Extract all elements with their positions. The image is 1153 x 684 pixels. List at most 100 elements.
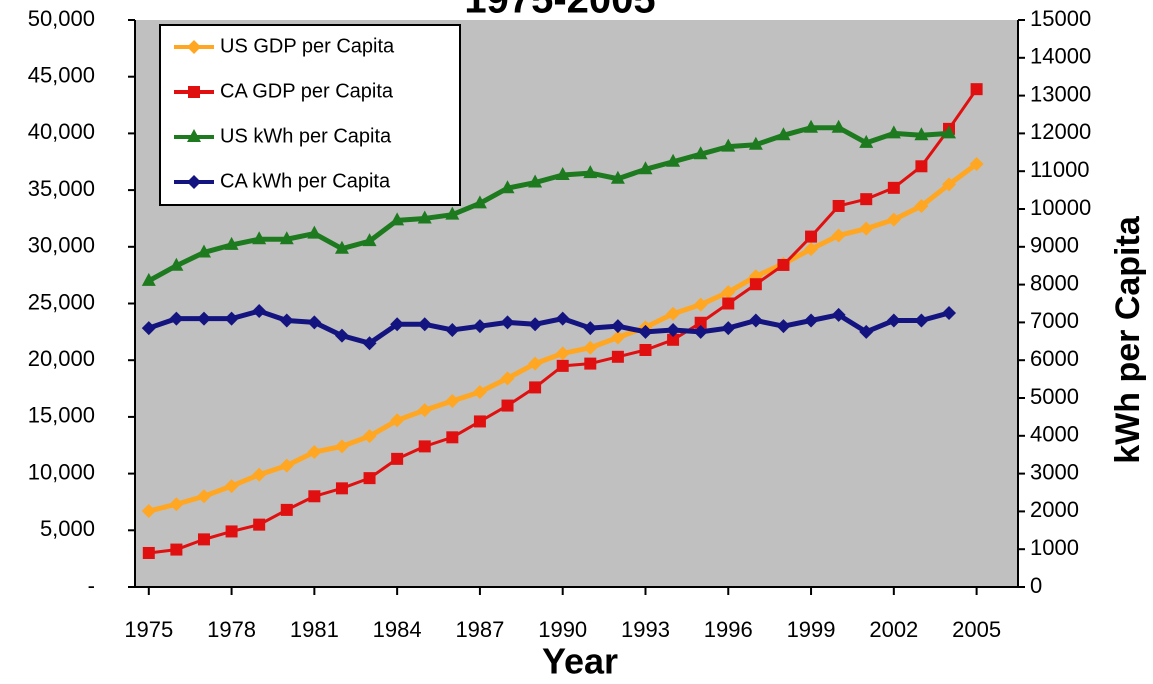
y2-tick-label: 7000	[1030, 308, 1079, 333]
y2-axis-label: kWh per Capita	[1109, 215, 1147, 464]
marker	[721, 285, 736, 300]
x-tick-label: 1999	[787, 617, 836, 642]
marker	[196, 244, 211, 258]
marker	[418, 440, 431, 453]
marker	[307, 225, 322, 239]
marker	[473, 415, 486, 428]
marker	[804, 242, 819, 257]
y2-tick-label: 0	[1030, 573, 1042, 598]
x-tick-label: 1987	[455, 617, 504, 642]
y-tick-label: 20,000	[28, 346, 95, 371]
marker	[445, 322, 460, 337]
marker	[776, 319, 791, 334]
marker	[555, 346, 570, 361]
marker	[914, 198, 929, 213]
legend-box	[159, 24, 461, 206]
marker	[886, 313, 901, 328]
y2-tick-label: 11000	[1030, 157, 1090, 182]
marker	[831, 228, 846, 243]
marker	[501, 399, 514, 412]
marker	[170, 543, 183, 556]
marker	[362, 429, 377, 444]
marker	[445, 394, 460, 409]
y2-tick-label: 4000	[1030, 422, 1079, 447]
marker	[417, 403, 432, 418]
marker	[804, 119, 819, 133]
y2-tick-label: 1000	[1030, 535, 1079, 560]
marker	[308, 490, 321, 503]
marker	[390, 413, 405, 428]
marker	[638, 324, 653, 339]
marker	[694, 316, 707, 329]
marker	[362, 233, 377, 247]
marker	[279, 458, 294, 473]
marker	[942, 305, 957, 320]
marker	[776, 127, 791, 141]
marker	[805, 230, 818, 243]
marker	[584, 357, 597, 370]
marker	[363, 472, 376, 485]
marker	[693, 297, 708, 312]
marker	[169, 311, 184, 326]
marker	[529, 381, 542, 394]
x-tick-label: 1975	[124, 617, 173, 642]
marker	[915, 160, 928, 173]
marker	[334, 328, 349, 343]
marker	[196, 489, 211, 504]
marker	[693, 324, 708, 339]
marker	[472, 195, 487, 209]
marker	[583, 321, 598, 336]
y-tick-label: -	[88, 573, 95, 598]
marker	[141, 504, 156, 519]
marker	[500, 315, 515, 330]
marker	[859, 324, 874, 339]
marker	[500, 180, 515, 194]
marker	[224, 311, 239, 326]
marker	[279, 313, 294, 328]
marker	[187, 129, 201, 142]
marker	[169, 257, 184, 271]
marker	[638, 161, 653, 175]
marker	[942, 177, 957, 192]
marker	[583, 165, 598, 179]
marker	[611, 350, 624, 363]
marker	[831, 307, 846, 322]
y2-tick-label: 5000	[1030, 384, 1079, 409]
y2-tick-label: 9000	[1030, 233, 1079, 258]
marker	[472, 384, 487, 399]
marker	[417, 317, 432, 332]
marker	[445, 206, 460, 220]
legend-label: CA kWh per Capita	[220, 170, 391, 192]
marker	[188, 86, 200, 98]
marker	[391, 452, 404, 465]
y2-tick-label: 13000	[1030, 81, 1091, 106]
marker	[390, 212, 405, 226]
marker	[500, 371, 515, 386]
y-tick-label: 30,000	[28, 233, 95, 258]
marker	[914, 313, 929, 328]
marker	[666, 153, 681, 167]
marker	[886, 125, 901, 139]
marker	[141, 272, 156, 286]
marker	[610, 330, 625, 345]
marker	[914, 127, 929, 141]
marker	[252, 304, 267, 319]
marker	[528, 174, 543, 188]
marker	[610, 319, 625, 334]
y2-tick-label: 2000	[1030, 497, 1079, 522]
y-tick-label: 40,000	[28, 119, 95, 144]
marker	[390, 317, 405, 332]
marker	[969, 157, 984, 172]
marker	[472, 319, 487, 334]
y-tick-label: 10,000	[28, 459, 95, 484]
y2-tick-label: 10000	[1030, 195, 1091, 220]
legend-label: US GDP per Capita	[220, 35, 395, 57]
marker	[279, 231, 294, 245]
marker	[225, 525, 238, 538]
marker	[252, 231, 267, 245]
y-tick-label: 35,000	[28, 176, 95, 201]
marker	[693, 146, 708, 160]
marker	[141, 321, 156, 336]
marker	[887, 181, 900, 194]
